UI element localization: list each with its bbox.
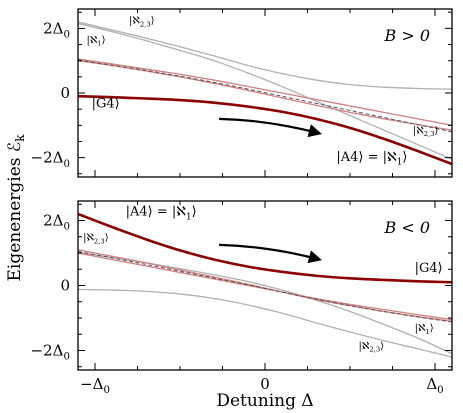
state-label: |ℵ2,3​⟩ (413, 125, 439, 138)
state-label: |ℵ1​⟩ (415, 323, 434, 336)
y-tick-label: 2Δ0​ (43, 212, 70, 233)
state-label: |ℵ2,3​⟩ (83, 233, 109, 246)
x-tick-label: Δ0​ (426, 375, 443, 396)
series-line-dashed (78, 59, 452, 133)
series-line-gray-lower (78, 22, 452, 160)
evolution-arrow (219, 243, 322, 264)
field-sign-annotation: B < 0 (383, 218, 430, 237)
x-tick-label: −Δ0​ (80, 375, 110, 396)
series-line-gray-upper (78, 21, 452, 90)
series-line-highlight (78, 212, 452, 284)
state-label: |ℵ1​⟩ (87, 35, 106, 48)
series-line-gray-upper (78, 288, 452, 358)
y-tick-label: −2Δ0​ (31, 342, 70, 363)
evolution-arrow (219, 117, 322, 138)
series-line-pink-a (78, 252, 452, 321)
state-label: |ℵ2,3​⟩ (359, 341, 385, 354)
series-line-pink-a (78, 58, 452, 126)
state-label: |ℵ2,3​⟩ (129, 16, 155, 29)
series-line-pink-b (78, 60, 452, 131)
y-tick-label: 0 (60, 277, 70, 295)
y-tick-label: −2Δ0​ (31, 149, 70, 170)
x-tick-label: 0 (260, 375, 270, 393)
y-tick-label: 2Δ0​ (43, 19, 70, 40)
y-axis-label: Eigenenergies ℰk (5, 134, 27, 282)
bottom-panel: 2Δ0​ 0 −2Δ0​ −Δ0​ 0 Δ0​ B < 0 |A4⟩ = |ℵ1​⟩ |ℵ2,3… (31, 200, 453, 396)
series-line-gray-lower (78, 251, 452, 355)
series-line-dashed (78, 250, 452, 323)
series-line-highlight (78, 94, 452, 166)
state-label: |G4⟩ (415, 261, 443, 276)
x-axis-label: Detuning Δ (216, 391, 313, 411)
y-tick-label: 0 (60, 84, 70, 102)
top-panel: 2Δ0​ 0 −2Δ0​ B > 0 |ℵ2,3​⟩ |ℵ1​⟩ |G4⟩ |ℵ2,3​⟩ |A… (31, 8, 453, 178)
field-sign-annotation: B > 0 (383, 26, 430, 45)
state-label: |A4⟩ = |ℵ1​⟩ (126, 205, 197, 223)
state-label: |A4⟩ = |ℵ1​⟩ (336, 150, 407, 168)
state-label: |G4⟩ (92, 97, 120, 112)
